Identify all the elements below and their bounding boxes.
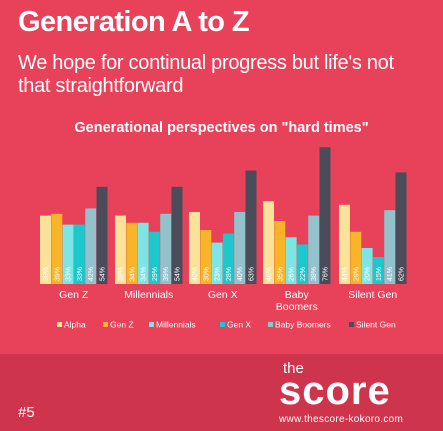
- page-number: #5: [18, 404, 35, 421]
- bar-silent-gen-4: [395, 172, 407, 284]
- category-label: Baby: [285, 289, 310, 301]
- data-label: 30%: [203, 267, 210, 281]
- data-label: 23%: [215, 267, 222, 281]
- data-label: 15%: [376, 267, 383, 281]
- data-label: 29%: [353, 267, 360, 281]
- bar-alpha-0: [40, 215, 51, 284]
- data-label: 40%: [237, 267, 244, 281]
- data-label: 20%: [365, 267, 372, 281]
- legend-swatch: [220, 322, 225, 327]
- bar-millennials-3: [285, 237, 297, 284]
- data-label: 62%: [399, 267, 406, 281]
- data-label: 46%: [266, 267, 273, 281]
- data-label: 42%: [88, 267, 95, 281]
- bar-baby-boomers-2: [234, 212, 246, 284]
- data-label: 29%: [152, 267, 159, 281]
- bar-baby-boomers-1: [160, 213, 172, 284]
- bar-baby-boomers-3: [308, 215, 320, 284]
- bar-gen-z-2: [200, 230, 212, 284]
- data-label: 54%: [175, 267, 182, 281]
- category-label: Silent Gen: [348, 289, 397, 301]
- legend-label: Alpha: [64, 320, 86, 330]
- data-label: 34%: [141, 267, 148, 281]
- page-subtitle: We hope for continual progress but life'…: [18, 52, 394, 97]
- page-title: Generation A to Z: [18, 6, 250, 38]
- category-label: Gen X: [208, 289, 238, 301]
- data-label: 35%: [277, 267, 284, 281]
- bar-silent-gen-3: [319, 147, 331, 284]
- legend-swatch: [103, 322, 108, 327]
- legend-swatch: [349, 322, 354, 327]
- chart-title: Generational perspectives on "hard times…: [74, 120, 369, 136]
- bar-millennials-4: [361, 248, 373, 284]
- legend-label: Silent Gen: [356, 320, 396, 330]
- data-label: 26%: [289, 267, 296, 281]
- bar-gen-x-0: [73, 224, 85, 284]
- data-label: 54%: [100, 267, 107, 281]
- bar-silent-gen-1: [171, 186, 183, 284]
- data-label: 39%: [54, 267, 61, 281]
- bar-gen-z-1: [126, 222, 138, 284]
- footer: #5 the score www.thescore-kokoro.com: [0, 354, 443, 431]
- data-label: 28%: [226, 267, 233, 281]
- data-label: 76%: [323, 267, 330, 281]
- legend-label: Millennials: [156, 320, 196, 330]
- data-label: 63%: [249, 267, 256, 281]
- legend-label: Baby Boomers: [275, 320, 331, 330]
- bar-gen-x-3: [296, 244, 308, 284]
- legend-label: Gen X: [227, 320, 251, 330]
- bar-gen-x-1: [148, 231, 160, 284]
- bar-gen-x-2: [222, 233, 234, 284]
- legend-label: Gen Z: [110, 320, 134, 330]
- data-label: 40%: [192, 267, 199, 281]
- category-label: Millennials: [124, 289, 173, 301]
- bar-alpha-3: [263, 201, 274, 284]
- data-label: 44%: [342, 267, 349, 281]
- bar-alpha-1: [115, 215, 126, 284]
- data-label: 39%: [163, 267, 170, 281]
- bar-silent-gen-0: [96, 186, 108, 284]
- data-label: 33%: [77, 267, 84, 281]
- bar-silent-gen-2: [245, 170, 257, 284]
- bar-millennials-2: [211, 242, 223, 284]
- bar-alpha-2: [189, 212, 200, 284]
- category-label: Gen Z: [59, 289, 89, 301]
- category-label: Boomers: [276, 301, 318, 313]
- bar-chart: 38% 39% 33% 33% 42% 54% Gen Z 38% 34% 34% 29% 39% 54…: [40, 147, 407, 330]
- bar-millennials-0: [62, 224, 74, 284]
- legend-swatch: [149, 322, 154, 327]
- data-label: 22%: [300, 267, 307, 281]
- bar-millennials-1: [137, 222, 149, 284]
- bar-gen-z-3: [274, 221, 286, 284]
- brand-logo: score: [279, 369, 391, 413]
- data-label: 34%: [129, 267, 136, 281]
- brand-url: www.thescore-kokoro.com: [279, 414, 404, 425]
- bar-gen-x-4: [372, 257, 384, 284]
- bar-gen-z-0: [51, 213, 63, 284]
- data-label: 33%: [66, 267, 73, 281]
- data-label: 38%: [311, 267, 318, 281]
- legend-swatch: [57, 322, 62, 327]
- data-label: 38%: [118, 267, 125, 281]
- bar-baby-boomers-0: [85, 208, 97, 284]
- brand-the: the: [283, 360, 304, 377]
- data-label: 38%: [43, 267, 50, 281]
- bar-alpha-4: [339, 204, 350, 284]
- data-label: 41%: [387, 267, 394, 281]
- bar-baby-boomers-4: [384, 210, 396, 284]
- bar-gen-z-4: [350, 231, 362, 284]
- legend-swatch: [268, 322, 273, 327]
